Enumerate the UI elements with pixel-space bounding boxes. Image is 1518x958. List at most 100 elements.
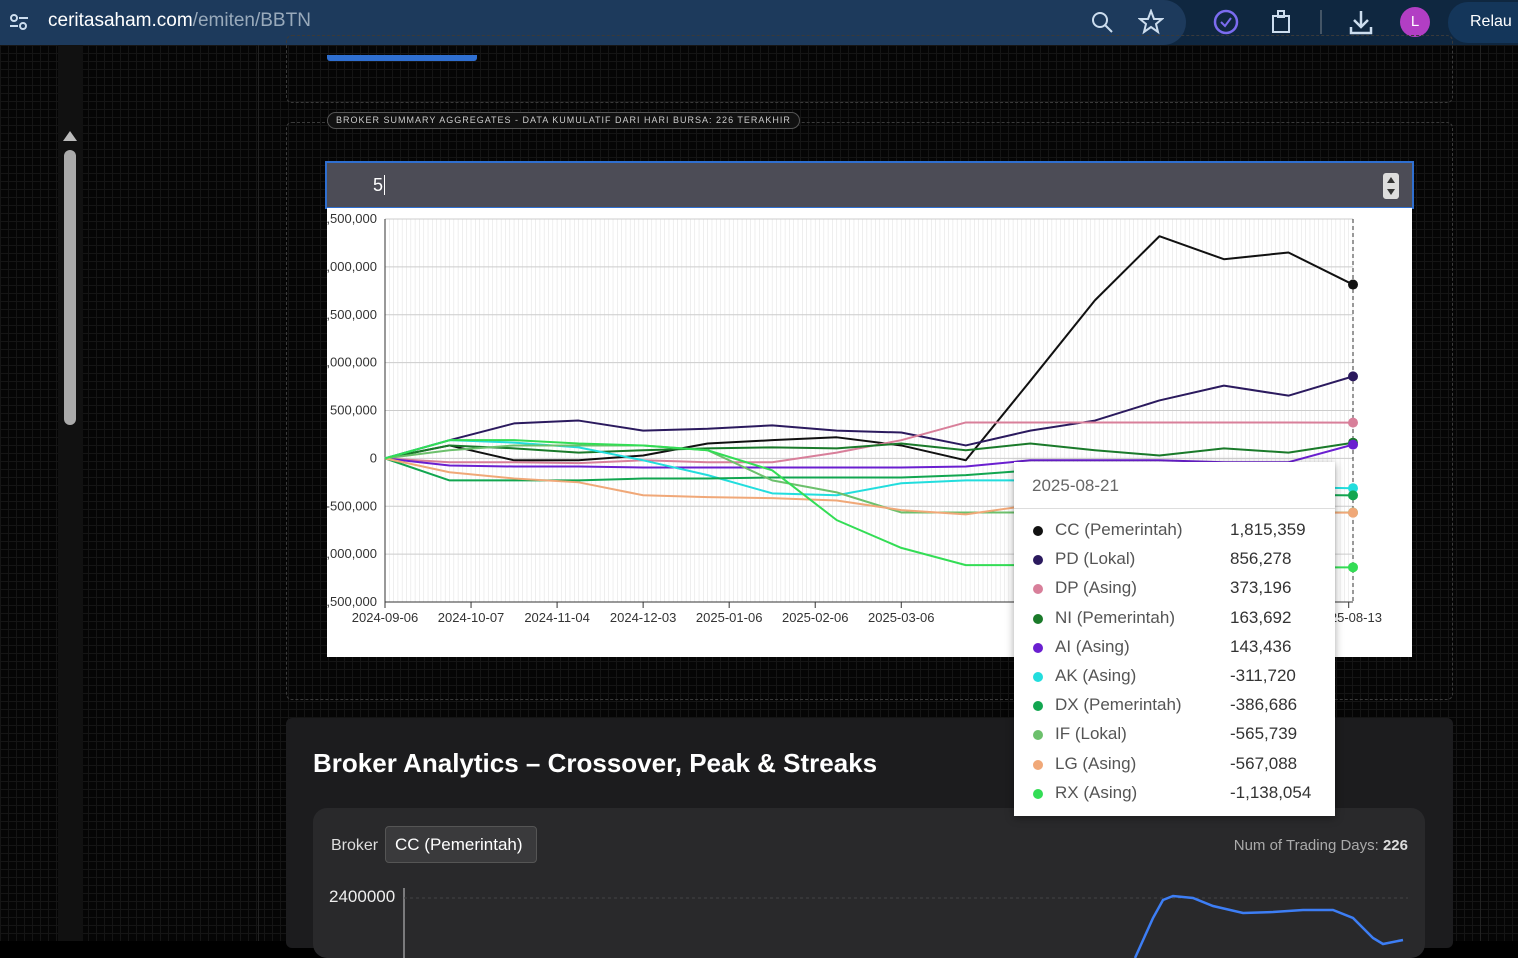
section-legend: BROKER SUMMARY AGGREGATES - DATA KUMULAT…	[327, 112, 800, 129]
star-icon[interactable]	[1138, 9, 1164, 35]
mini-tick: 2400000	[329, 887, 396, 906]
column-edge	[1480, 45, 1481, 941]
y-tick-label: -1,500,000	[327, 594, 377, 609]
tooltip-row: AK (Asing) -311,720	[1014, 663, 1335, 692]
broker-select[interactable]: CC (Pemerintah)	[385, 826, 537, 863]
relaunch-button[interactable]: Relau	[1448, 2, 1518, 43]
tooltip-dot	[1033, 701, 1043, 712]
tooltip-name: CC (Pemerintah)	[1055, 520, 1183, 539]
tooltip-row: PD (Lokal) 856,278	[1014, 546, 1335, 575]
tooltip-name: AI (Asing)	[1055, 636, 1130, 656]
column-edge	[258, 45, 259, 941]
download-icon[interactable]	[1347, 8, 1375, 36]
y-tick-label: -500,000	[327, 498, 377, 513]
x-tick-label: 2024-10-07	[438, 610, 505, 625]
y-tick-label: 2,000,000	[327, 259, 377, 274]
tooltip-row: AI (Asing) 143,436	[1014, 634, 1335, 663]
tooltip-dot	[1033, 526, 1043, 536]
analytics-inner: Broker CC (Pemerintah) Num of Trading Da…	[313, 808, 1425, 958]
tooltip-dot	[1033, 555, 1043, 566]
tooltip: 2025-08-21 CC (Pemerintah) 1,815,359 PD (L…	[1014, 462, 1335, 816]
broker-label: Broker	[331, 837, 379, 854]
spinner[interactable]	[1383, 173, 1399, 199]
x-tick-label: 2024-12-03	[610, 610, 677, 625]
end-dot	[1348, 562, 1358, 573]
y-tick-label: 0	[370, 450, 377, 465]
tooltip-dot	[1033, 642, 1043, 653]
tooltip-dot	[1033, 730, 1043, 741]
y-tick-label: 2,500,000	[327, 211, 377, 226]
tooltip-value: -386,686	[1230, 695, 1298, 715]
tooltip-name: IF (Lokal)	[1055, 724, 1127, 744]
zoom-icon[interactable]	[1090, 10, 1114, 34]
scroll-thumb[interactable]	[64, 150, 76, 425]
tooltip-row: LG (Asing) -567,088	[1014, 751, 1335, 780]
days-label: Num of Trading Days:	[1233, 837, 1379, 854]
tooltip-value: -311,720	[1230, 666, 1296, 685]
panel	[286, 35, 1453, 103]
tooltip-value: -567,088	[1230, 753, 1298, 773]
tooltip-dot	[1033, 613, 1043, 624]
browser-bar: ceritasaham.com/emiten/BBTN L Relau	[0, 0, 1518, 45]
y-tick-label: 500,000	[330, 403, 377, 418]
tooltip-value: 856,278	[1230, 549, 1292, 569]
omnibox[interactable]: ceritasaham.com/emiten/BBTN	[0, 0, 1186, 45]
tooltip-dot	[1033, 584, 1043, 595]
tooltip-row: DX (Pemerintah) -386,686	[1014, 692, 1335, 721]
end-dot	[1348, 279, 1358, 290]
series-line	[384, 443, 1354, 469]
days-info: Num of Trading Days: 226	[1234, 837, 1408, 854]
mini-chart	[403, 888, 1408, 958]
extension-icon[interactable]	[1212, 8, 1240, 36]
series-line	[384, 235, 1354, 462]
end-dot	[1348, 507, 1358, 518]
scroll-up[interactable]	[62, 129, 78, 143]
site-icon[interactable]	[8, 11, 30, 33]
tooltip-dot	[1033, 788, 1043, 799]
x-tick-label: 2025-01-06	[696, 610, 763, 625]
tooltip-value: 373,196	[1230, 578, 1292, 598]
tooltip-name: AK (Asing)	[1055, 666, 1137, 685]
tooltip-name: DP (Asing)	[1055, 578, 1137, 598]
tooltip-name: NI (Pemerintah)	[1055, 607, 1175, 627]
tooltip-value: 1,815,359	[1230, 520, 1306, 539]
series-line	[384, 375, 1354, 460]
input-value: 5	[373, 175, 384, 195]
y-tick-label: -1,000,000	[327, 546, 377, 561]
tooltip-row: CC (Pemerintah) 1,815,359	[1014, 517, 1335, 546]
tooltip-dot	[1033, 759, 1043, 770]
end-dot	[1348, 483, 1358, 494]
tooltip-divider	[1014, 508, 1335, 509]
extensions-icon[interactable]	[1268, 8, 1296, 36]
mini-line	[1133, 894, 1404, 958]
tooltip-name: LG (Asing)	[1055, 753, 1137, 773]
end-dot	[1348, 439, 1358, 450]
tooltip-row: NI (Pemerintah) 163,692	[1014, 605, 1335, 634]
tooltip-value: -565,739	[1230, 724, 1298, 744]
tooltip-name: RX (Asing)	[1055, 782, 1138, 802]
panel	[286, 122, 1453, 700]
url-path: /emiten/BBTN	[192, 10, 311, 31]
tooltip-value: -1,138,054	[1230, 782, 1312, 802]
url-host: ceritasaham.com	[48, 10, 193, 31]
tooltip-dot	[1033, 672, 1043, 682]
number-input[interactable]: 5	[325, 161, 1414, 209]
tooltip-row: RX (Asing) -1,138,054	[1014, 780, 1335, 809]
end-dot	[1348, 490, 1358, 501]
tooltip-date: 2025-08-21	[1032, 476, 1119, 495]
tooltip-row: IF (Lokal) -565,739	[1014, 721, 1335, 750]
x-tick-label: 2025-03-06	[868, 610, 935, 625]
button-edge[interactable]	[327, 55, 477, 61]
tooltip-name: PD (Lokal)	[1055, 549, 1136, 569]
tooltip-value: 143,436	[1230, 636, 1292, 656]
url[interactable]: ceritasaham.com/emiten/BBTN	[48, 10, 311, 32]
y-tick-label: 1,500,000	[327, 307, 377, 322]
x-tick-label: 2024-11-04	[524, 610, 590, 625]
days-value: 226	[1382, 837, 1408, 854]
caret	[384, 175, 386, 195]
divider	[1320, 10, 1322, 34]
tooltip-row: DP (Asing) 373,196	[1014, 575, 1335, 604]
avatar[interactable]: L	[1400, 7, 1430, 37]
end-dot	[1348, 417, 1358, 428]
analytics-title: Broker Analytics – Crossover, Peak & Str…	[313, 748, 878, 778]
